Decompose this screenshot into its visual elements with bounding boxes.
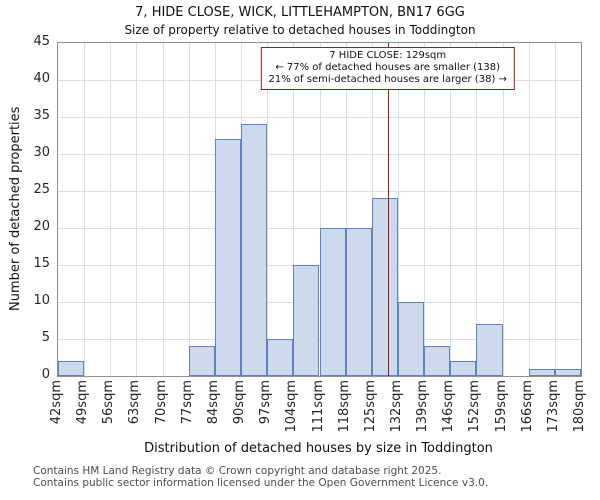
y-axis-title: Number of detached properties xyxy=(8,106,23,311)
v-gridline xyxy=(188,43,190,376)
histogram-bar xyxy=(58,361,85,376)
v-gridline xyxy=(136,43,138,376)
v-gridline xyxy=(502,43,504,376)
histogram-bar xyxy=(371,198,398,376)
y-tick-label: 0 xyxy=(41,367,50,382)
y-tick-label: 15 xyxy=(33,256,50,271)
v-gridline xyxy=(293,43,295,376)
x-tick-label: 152sqm xyxy=(467,380,483,433)
x-tick-label: 180sqm xyxy=(572,380,587,433)
chart-title: 7, HIDE CLOSE, WICK, LITTLEHAMPTON, BN17… xyxy=(135,5,465,20)
x-tick-label: 84sqm xyxy=(205,380,221,425)
v-gridline xyxy=(450,43,452,376)
histogram-bar xyxy=(319,228,346,376)
histogram-bar xyxy=(188,346,215,376)
y-tick-label: 25 xyxy=(33,182,50,197)
x-tick-label: 146sqm xyxy=(441,380,457,433)
v-gridline xyxy=(110,43,112,376)
histogram-bar xyxy=(450,361,477,376)
y-tick-label: 45 xyxy=(33,34,50,49)
subject-property-marker-line xyxy=(387,43,389,376)
x-tick-label: 49sqm xyxy=(75,380,91,425)
histogram-bar xyxy=(554,368,581,376)
histogram-bar xyxy=(345,228,372,376)
x-tick-label: 42sqm xyxy=(49,380,64,425)
v-gridline xyxy=(319,43,321,376)
x-tick-label: 166sqm xyxy=(519,380,535,433)
histogram-bar xyxy=(267,339,294,376)
x-tick-label: 132sqm xyxy=(388,380,404,433)
histogram-bar xyxy=(528,368,555,376)
annotation-line-2: ← 77% of detached houses are smaller (13… xyxy=(275,62,501,73)
histogram-bar xyxy=(214,139,242,376)
histogram-bar xyxy=(293,265,320,376)
x-axis-title: Distribution of detached houses by size … xyxy=(144,441,493,456)
x-tick-label: 111sqm xyxy=(310,380,326,433)
v-gridline xyxy=(476,43,478,376)
v-gridline xyxy=(267,43,269,376)
y-tick-label: 20 xyxy=(33,219,50,234)
y-tick-label: 35 xyxy=(33,108,50,123)
footer-line-2: Contains public sector information licen… xyxy=(33,476,489,489)
chart-subtitle: Size of property relative to detached ho… xyxy=(124,23,476,37)
plot-area: 7 HIDE CLOSE: 129sqm ← 77% of detached h… xyxy=(57,42,582,377)
histogram-bar xyxy=(397,302,425,376)
x-tick-label: 56sqm xyxy=(101,380,117,425)
x-tick-label: 118sqm xyxy=(336,380,352,433)
footer-attribution: Contains HM Land Registry data © Crown c… xyxy=(33,465,489,489)
v-gridline xyxy=(345,43,347,376)
annotation-line-3: 21% of semi-detached houses are larger (… xyxy=(268,74,507,85)
v-gridline xyxy=(397,43,399,376)
x-tick-label: 97sqm xyxy=(258,380,274,425)
annotation-line-1: 7 HIDE CLOSE: 129sqm xyxy=(329,50,447,61)
histogram-bar xyxy=(241,124,268,376)
y-tick-label: 10 xyxy=(33,293,50,308)
v-gridline xyxy=(162,43,164,376)
v-gridline xyxy=(528,43,530,376)
x-tick-label: 70sqm xyxy=(153,380,169,425)
y-tick-label: 5 xyxy=(41,330,50,345)
x-tick-label: 125sqm xyxy=(362,380,378,433)
y-tick-label: 40 xyxy=(33,71,50,86)
y-tick-label: 30 xyxy=(33,145,50,160)
x-tick-label: 77sqm xyxy=(179,380,195,425)
footer-line-1: Contains HM Land Registry data © Crown c… xyxy=(33,465,442,477)
v-gridline xyxy=(424,43,426,376)
x-tick-label: 90sqm xyxy=(232,380,248,425)
x-tick-label: 63sqm xyxy=(127,380,143,425)
histogram-bar xyxy=(476,324,503,376)
v-gridline xyxy=(84,43,86,376)
x-tick-label: 104sqm xyxy=(284,380,300,433)
v-gridline xyxy=(554,43,556,376)
x-tick-label: 139sqm xyxy=(415,380,431,433)
histogram-bar xyxy=(424,346,451,376)
x-tick-label: 159sqm xyxy=(493,380,509,433)
marker-annotation: 7 HIDE CLOSE: 129sqm ← 77% of detached h… xyxy=(260,47,515,90)
x-tick-label: 173sqm xyxy=(545,380,561,433)
